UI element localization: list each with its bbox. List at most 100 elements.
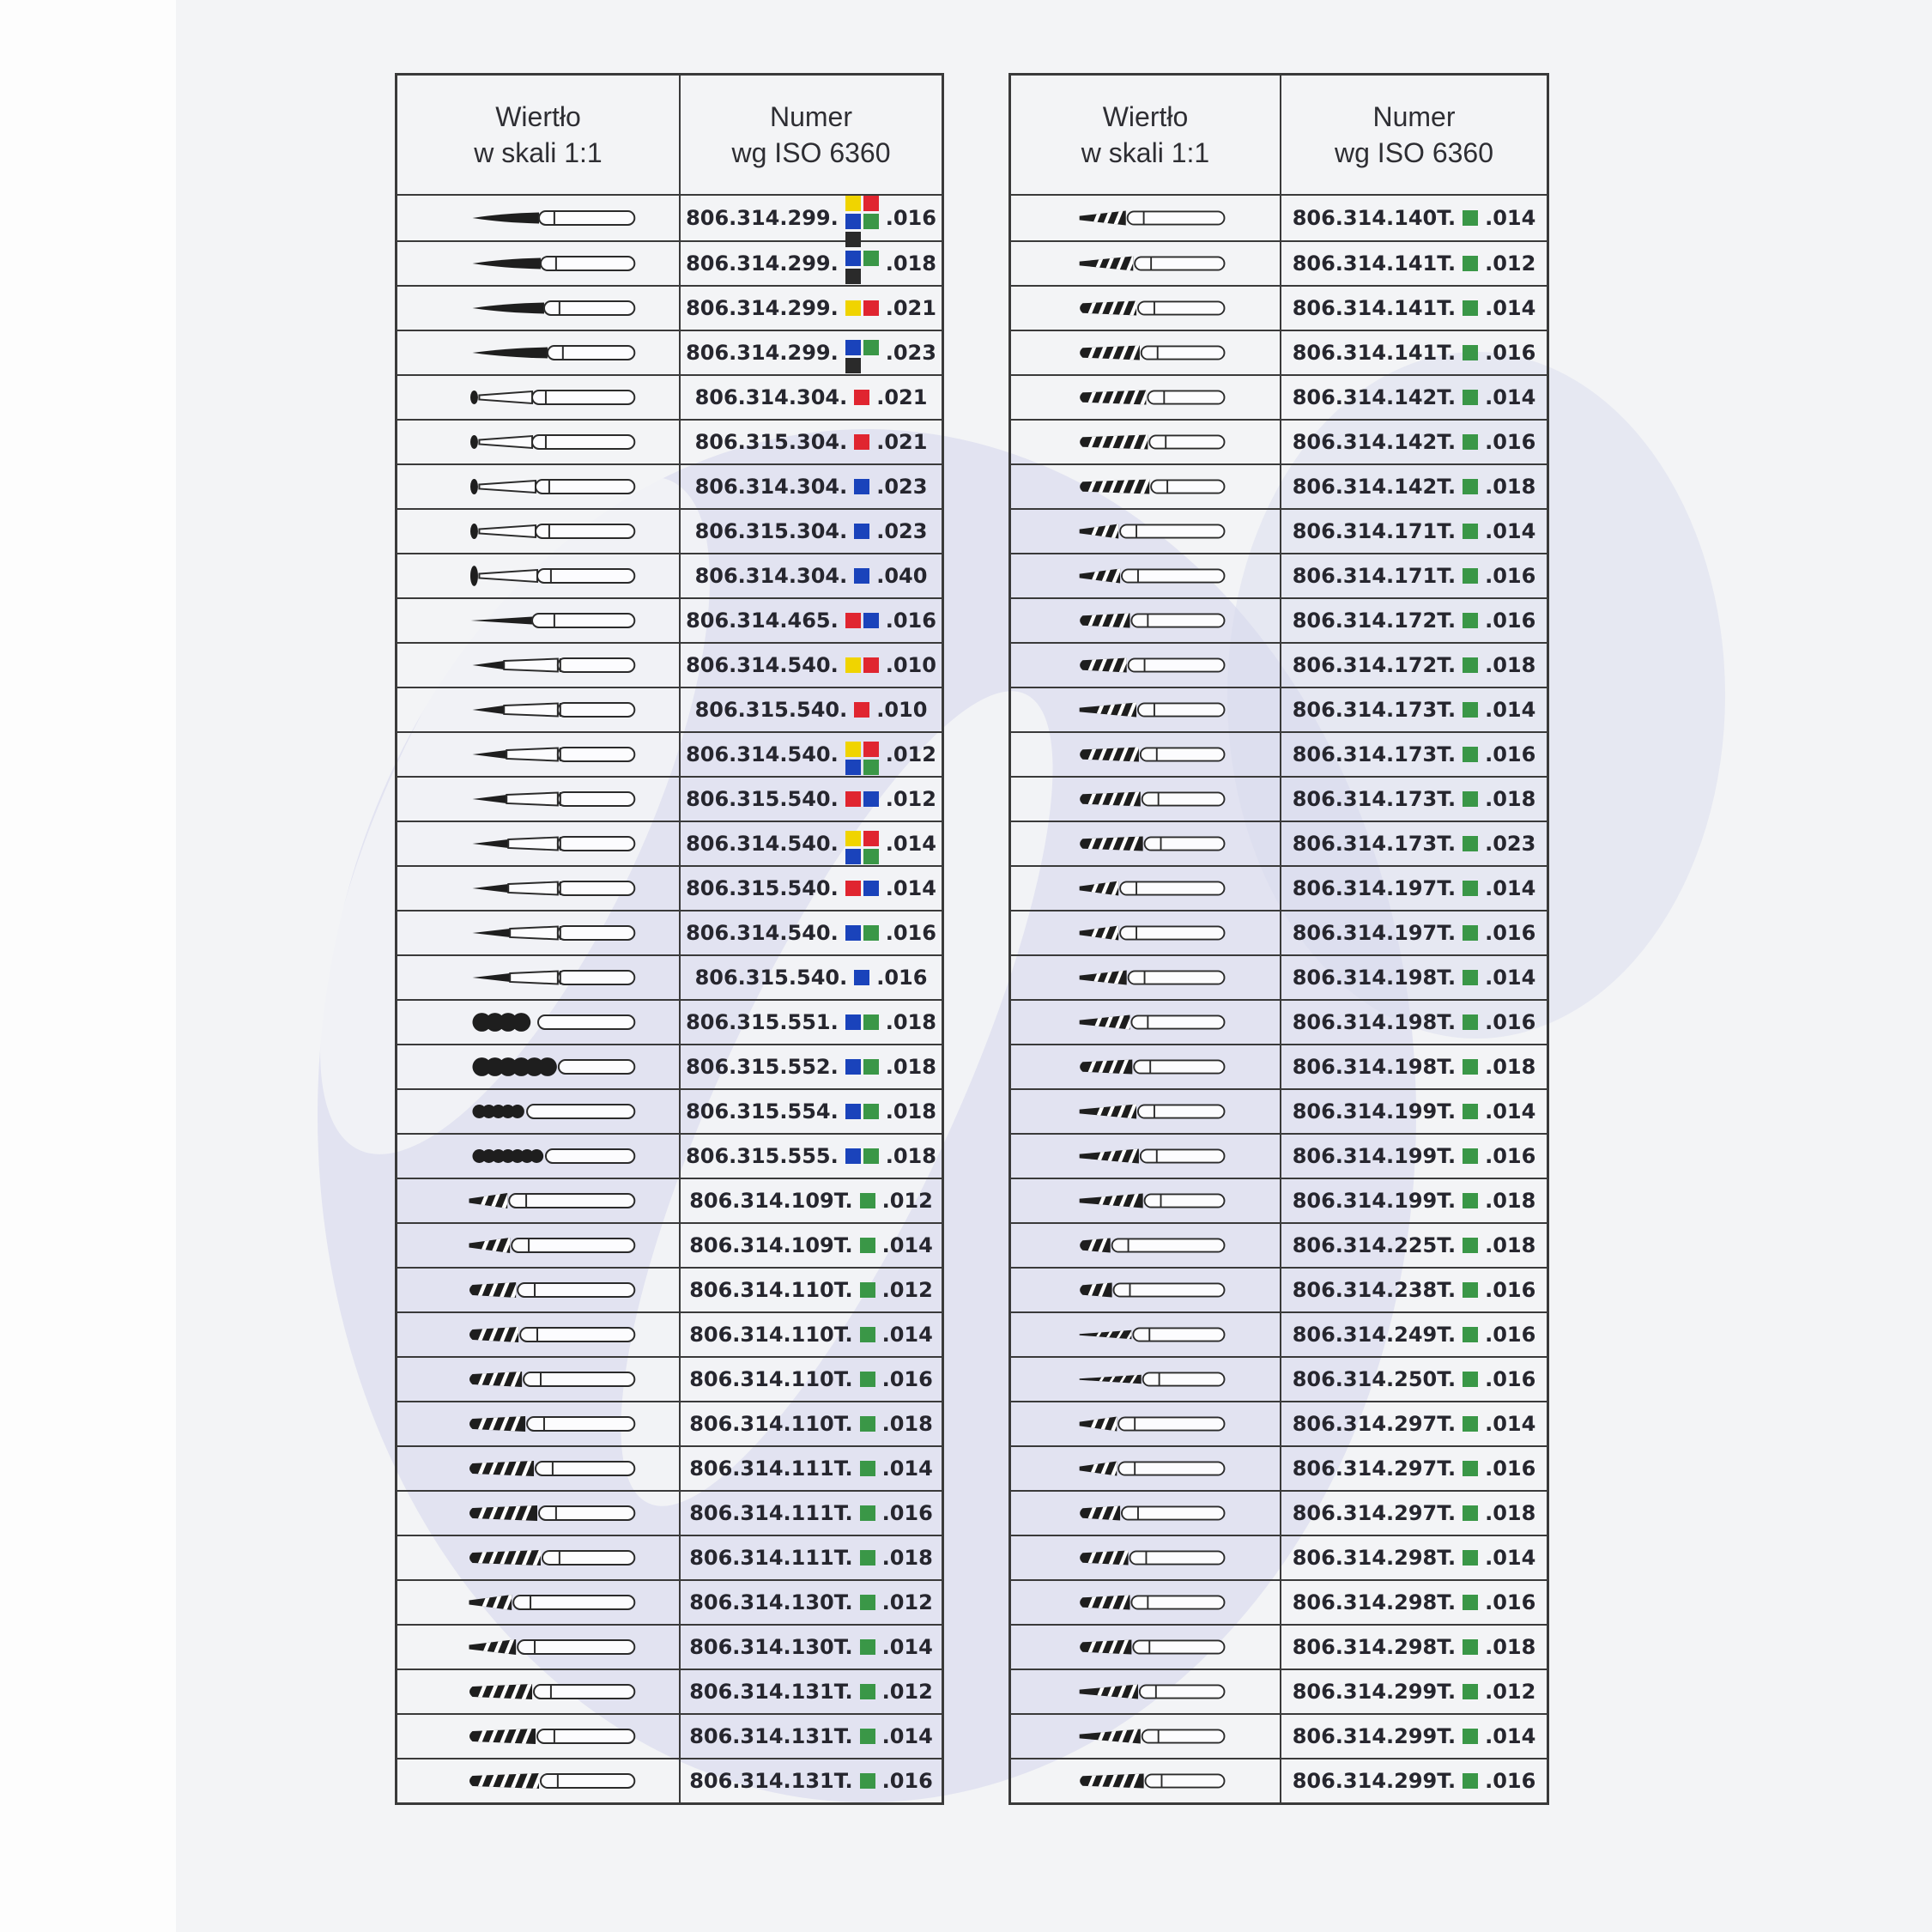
bur-illustration (397, 1536, 681, 1579)
iso-number-cell: 806.314.172T. .018 (1281, 644, 1547, 687)
iso-number-cell: 806.314.199T. .018 (1281, 1179, 1547, 1222)
iso-number: 806.314.173T. (1292, 742, 1457, 766)
table-row: 806.314.225T. .018 (1011, 1222, 1547, 1267)
size-value: .016 (1485, 430, 1536, 454)
color-code-square-b (854, 479, 870, 494)
color-code-squares (859, 1193, 875, 1208)
color-code-square-g (1463, 702, 1479, 718)
color-code-squares (859, 1639, 875, 1655)
drill-bit-icon (1080, 747, 1226, 762)
bur-illustration (1011, 1135, 1281, 1178)
bur-illustration (397, 196, 681, 240)
iso-number-cell: 806.315.551. .018 (681, 1001, 942, 1044)
table-row: 806.314.131T. .012 (397, 1669, 942, 1713)
iso-number-cell: 806.314.238T. .016 (1281, 1269, 1547, 1311)
table-row: 806.314.142T. .016 (1011, 419, 1547, 463)
color-code-square-g (863, 1104, 879, 1119)
bur-illustration (1011, 1358, 1281, 1401)
iso-number: 806.314.198T. (1292, 966, 1457, 990)
size-value: .018 (885, 1055, 936, 1079)
color-code-square-r (863, 830, 879, 846)
iso-number-cell: 806.314.297T. .016 (1281, 1447, 1547, 1490)
drill-bit-icon (1079, 1148, 1226, 1164)
color-code-squares (845, 339, 879, 373)
table-row: 806.314.171T. .016 (1011, 553, 1547, 597)
bur-illustration (1011, 1581, 1281, 1624)
color-code-squares (845, 250, 879, 284)
color-code-square-y (845, 657, 861, 673)
size-value: .018 (885, 1099, 936, 1123)
size-value: .012 (881, 1189, 933, 1213)
size-value: .014 (1485, 1412, 1536, 1436)
color-code-square-b (854, 568, 870, 584)
iso-number-cell: 806.314.299. .021 (681, 287, 942, 330)
bur-illustration (397, 1001, 681, 1044)
size-value: .023 (1485, 832, 1536, 856)
bur-illustration (1011, 331, 1281, 374)
bur-illustration (397, 376, 681, 419)
table-row: 806.314.540. .010 (397, 642, 942, 687)
iso-number: 806.314.171T. (1292, 519, 1457, 543)
table-row: 806.314.109T. .012 (397, 1178, 942, 1222)
bur-illustration (1011, 376, 1281, 419)
iso-number: 806.314.540. (686, 832, 839, 856)
iso-number-cell: 806.314.297T. .018 (1281, 1492, 1547, 1535)
drill-bit-icon (1079, 1729, 1226, 1744)
color-code-square-g (859, 1639, 875, 1655)
bur-illustration (397, 465, 681, 508)
color-code-square-g (1463, 1148, 1479, 1164)
table-row: 806.314.198T. .016 (1011, 999, 1547, 1044)
color-code-squares (845, 657, 879, 673)
color-code-squares (1463, 1684, 1479, 1699)
drill-bit-icon (1079, 1014, 1226, 1030)
iso-number-cell: 806.314.540. .010 (681, 644, 942, 687)
color-code-squares (1463, 210, 1479, 226)
iso-number-cell: 806.314.197T. .014 (1281, 867, 1547, 910)
size-value: .040 (876, 564, 928, 588)
bur-illustration (397, 331, 681, 374)
iso-number: 806.314.299T. (1292, 1680, 1457, 1704)
color-code-squares (1463, 1327, 1479, 1342)
header-line: w skali 1:1 (1081, 137, 1210, 168)
size-value: .014 (1485, 876, 1536, 900)
drill-bit-icon (1080, 434, 1226, 450)
bur-illustration (1011, 1179, 1281, 1222)
drill-bit-icon (1080, 1059, 1226, 1075)
size-value: .014 (1485, 206, 1536, 230)
iso-number-cell: 806.314.299. .016 (681, 196, 942, 247)
color-code-square-g (1463, 613, 1479, 628)
color-code-square-g (1463, 524, 1479, 539)
color-code-squares (854, 568, 870, 584)
color-code-square-k (845, 357, 861, 373)
bur-illustration (397, 688, 681, 731)
iso-number-cell: 806.314.304. .040 (681, 554, 942, 597)
drill-bit-icon (1079, 210, 1226, 226)
drill-bit-icon (472, 300, 636, 316)
table-row: 806.314.173T. .014 (1011, 687, 1547, 731)
iso-number-cell: 806.314.173T. .023 (1281, 822, 1547, 865)
bur-illustration (397, 1135, 681, 1178)
drill-bit-icon (472, 702, 636, 718)
iso-number: 806.314.198T. (1292, 1010, 1457, 1034)
size-value: .016 (1485, 1144, 1536, 1168)
color-code-square-r (854, 390, 870, 405)
bur-illustration (1011, 1492, 1281, 1535)
table-row: 806.314.172T. .018 (1011, 642, 1547, 687)
color-code-square-b (845, 848, 861, 864)
drill-bit-icon (469, 1416, 636, 1432)
table-row: 806.315.555. .018 (397, 1133, 942, 1178)
iso-number: 806.314.199T. (1292, 1144, 1457, 1168)
size-value: .014 (1485, 1724, 1536, 1748)
bur-illustration (1011, 956, 1281, 999)
color-code-square-g (1463, 256, 1479, 271)
bur-illustration (1011, 1269, 1281, 1311)
color-code-square-g (1463, 1193, 1479, 1208)
drill-bit-icon (469, 1193, 636, 1208)
size-value: .023 (876, 519, 928, 543)
size-value: .016 (885, 609, 936, 633)
table-body: 806.314.299. .016 806.314.299. .018 806.314.… (397, 196, 942, 1802)
table-row: 806.315.304. .023 (397, 508, 942, 553)
table-row: 806.314.298T. .014 (1011, 1535, 1547, 1579)
table-row: 806.314.173T. .018 (1011, 776, 1547, 821)
size-value: .016 (1485, 564, 1536, 588)
